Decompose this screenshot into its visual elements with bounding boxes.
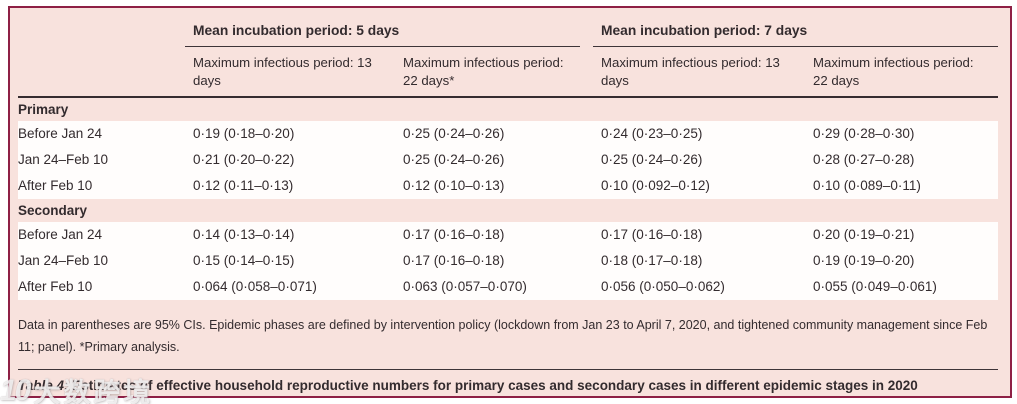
col-header-5d-22d: Maximum infectious period: 22 days* <box>395 47 594 98</box>
caption-divider <box>18 369 998 370</box>
caption-text: Estimates of effective household reprodu… <box>68 378 918 393</box>
table-row: After Feb 10 0·064 (0·058–0·071) 0·063 (… <box>18 274 999 300</box>
table-row: Before Jan 24 0·19 (0·18–0·20) 0·25 (0·2… <box>18 121 999 147</box>
value-cell: 0·17 (0·16–0·18) <box>395 222 594 248</box>
section-label: Primary <box>18 98 999 121</box>
section-row-secondary: Secondary <box>18 199 999 222</box>
value-cell: 0·18 (0·17–0·18) <box>593 248 806 274</box>
table-row: Jan 24–Feb 10 0·21 (0·20–0·22) 0·25 (0·2… <box>18 147 999 173</box>
value-cell: 0·063 (0·057–0·070) <box>395 274 594 300</box>
col-header-7d-13d: Maximum infectious period: 13 days <box>593 47 806 98</box>
group-header-7days: Mean incubation period: 7 days <box>593 18 999 47</box>
table-row: Jan 24–Feb 10 0·15 (0·14–0·15) 0·17 (0·1… <box>18 248 999 274</box>
value-cell: 0·14 (0·13–0·14) <box>185 222 395 248</box>
footnote: Data in parentheses are 95% CIs. Epidemi… <box>18 318 988 354</box>
value-cell: 0·12 (0·11–0·13) <box>185 173 395 199</box>
value-cell: 0·15 (0·14–0·15) <box>185 248 395 274</box>
value-cell: 0·10 (0·089–0·11) <box>805 173 999 199</box>
value-cell: 0·17 (0·16–0·18) <box>593 222 806 248</box>
value-cell: 0·055 (0·049–0·061) <box>805 274 999 300</box>
corner-cell <box>18 18 185 47</box>
value-cell: 0·056 (0·050–0·062) <box>593 274 806 300</box>
caption-label: Table 4: <box>18 378 69 393</box>
table-caption: Table 4: Estimates of effective househol… <box>18 377 998 394</box>
group-header-5days-label: Mean incubation period: 5 days <box>185 22 581 47</box>
section-row-primary: Primary <box>18 98 999 121</box>
table-row: Before Jan 24 0·14 (0·13–0·14) 0·17 (0·1… <box>18 222 999 248</box>
value-cell: 0·24 (0·23–0·25) <box>593 121 806 147</box>
row-label: After Feb 10 <box>18 274 185 300</box>
column-header-row: Maximum infectious period: 13 days Maxim… <box>18 47 999 98</box>
section-label: Secondary <box>18 199 999 222</box>
value-cell: 0·17 (0·16–0·18) <box>395 248 594 274</box>
value-cell: 0·25 (0·24–0·26) <box>395 147 594 173</box>
group-header-5days: Mean incubation period: 5 days <box>185 18 593 47</box>
value-cell: 0·20 (0·19–0·21) <box>805 222 999 248</box>
value-cell: 0·25 (0·24–0·26) <box>593 147 806 173</box>
col-header-7d-22d: Maximum infectious period: 22 days <box>805 47 999 98</box>
value-cell: 0·21 (0·20–0·22) <box>185 147 395 173</box>
row-label-header <box>18 47 185 98</box>
value-cell: 0·19 (0·18–0·20) <box>185 121 395 147</box>
row-label: After Feb 10 <box>18 173 185 199</box>
col-header-5d-13d: Maximum infectious period: 13 days <box>185 47 395 98</box>
value-cell: 0·19 (0·19–0·20) <box>805 248 999 274</box>
value-cell: 0·12 (0·10–0·13) <box>395 173 594 199</box>
group-header-row: Mean incubation period: 5 days Mean incu… <box>18 18 999 47</box>
row-label: Before Jan 24 <box>18 121 185 147</box>
group-header-7days-label: Mean incubation period: 7 days <box>593 22 999 47</box>
value-cell: 0·10 (0·092–0·12) <box>593 173 806 199</box>
value-cell: 0·064 (0·058–0·071) <box>185 274 395 300</box>
table-panel: Mean incubation period: 5 days Mean incu… <box>8 6 1012 398</box>
row-label: Jan 24–Feb 10 <box>18 248 185 274</box>
row-label: Before Jan 24 <box>18 222 185 248</box>
value-cell: 0·28 (0·27–0·28) <box>805 147 999 173</box>
table-row: After Feb 10 0·12 (0·11–0·13) 0·12 (0·10… <box>18 173 999 199</box>
value-cell: 0·25 (0·24–0·26) <box>395 121 594 147</box>
row-label: Jan 24–Feb 10 <box>18 147 185 173</box>
value-cell: 0·29 (0·28–0·30) <box>805 121 999 147</box>
results-table: Mean incubation period: 5 days Mean incu… <box>18 18 999 300</box>
